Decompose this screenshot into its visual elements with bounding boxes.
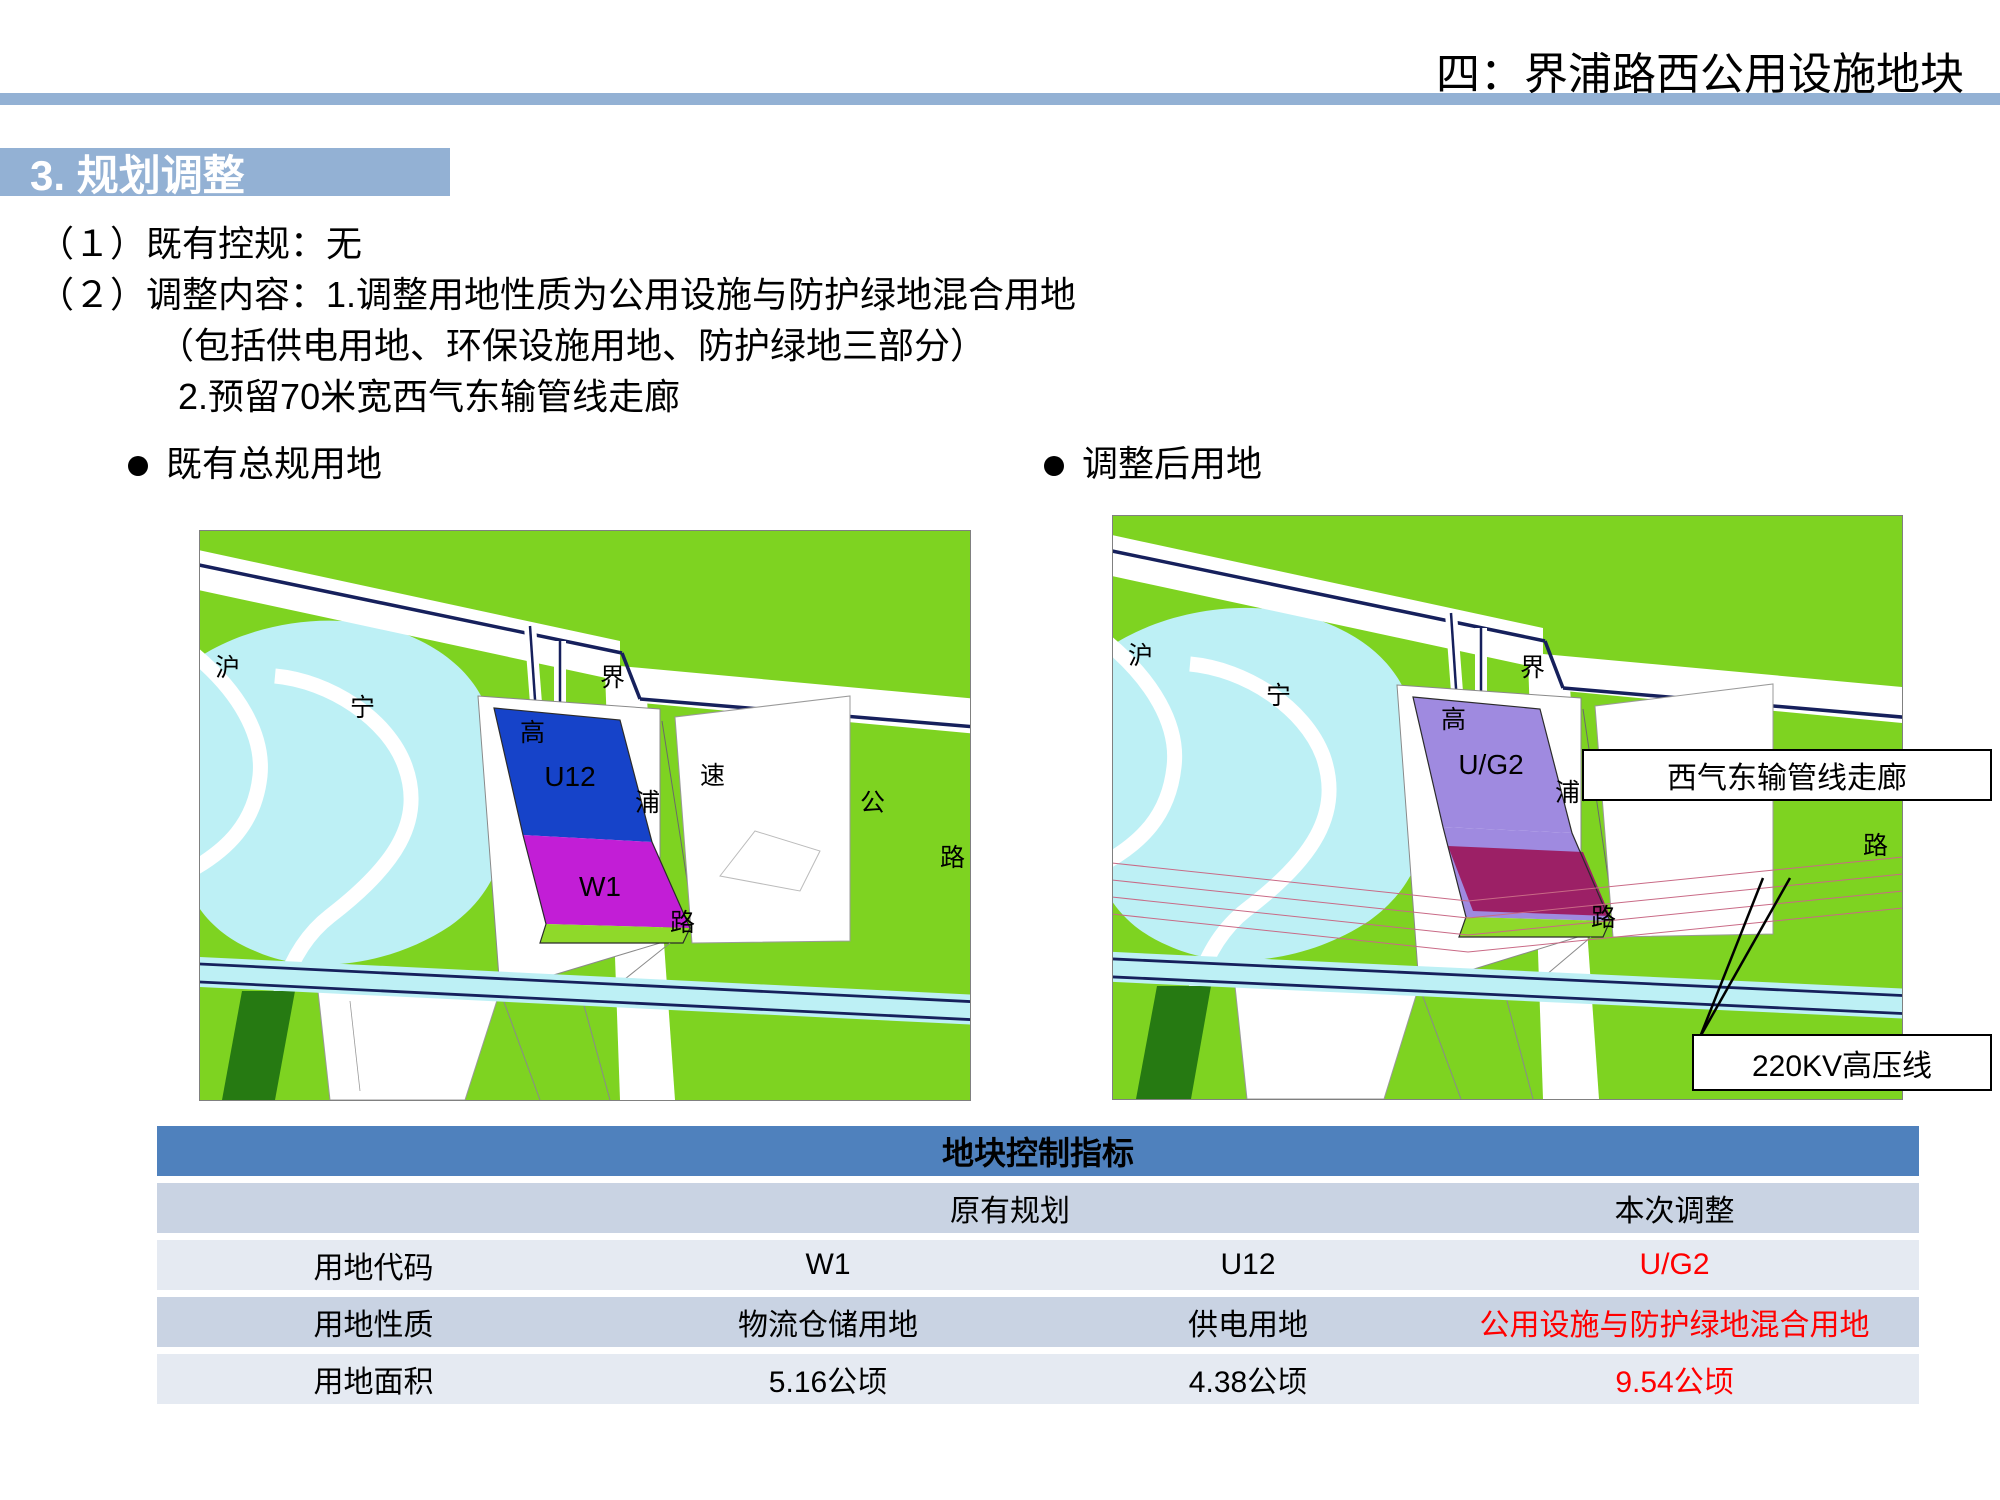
svg-text:浦: 浦 — [635, 789, 660, 817]
svg-text:沪: 沪 — [215, 654, 240, 682]
svg-text:宁: 宁 — [1266, 682, 1291, 710]
svg-text:速: 速 — [700, 762, 725, 790]
svg-text:界: 界 — [1520, 654, 1545, 682]
svg-text:沪: 沪 — [1128, 642, 1153, 670]
svg-text:高: 高 — [1441, 706, 1466, 734]
svg-text:U/G2: U/G2 — [1458, 749, 1523, 780]
svg-text:路: 路 — [670, 909, 695, 937]
svg-text:界: 界 — [600, 664, 625, 692]
svg-text:路: 路 — [1863, 832, 1888, 860]
svg-text:路: 路 — [940, 844, 965, 872]
svg-text:高: 高 — [520, 719, 545, 747]
svg-text:W1: W1 — [579, 871, 621, 902]
svg-text:宁: 宁 — [350, 694, 375, 722]
svg-text:浦: 浦 — [1555, 779, 1580, 807]
svg-text:U12: U12 — [544, 761, 595, 792]
svg-text:路: 路 — [1591, 904, 1616, 932]
svg-text:公: 公 — [860, 789, 885, 817]
